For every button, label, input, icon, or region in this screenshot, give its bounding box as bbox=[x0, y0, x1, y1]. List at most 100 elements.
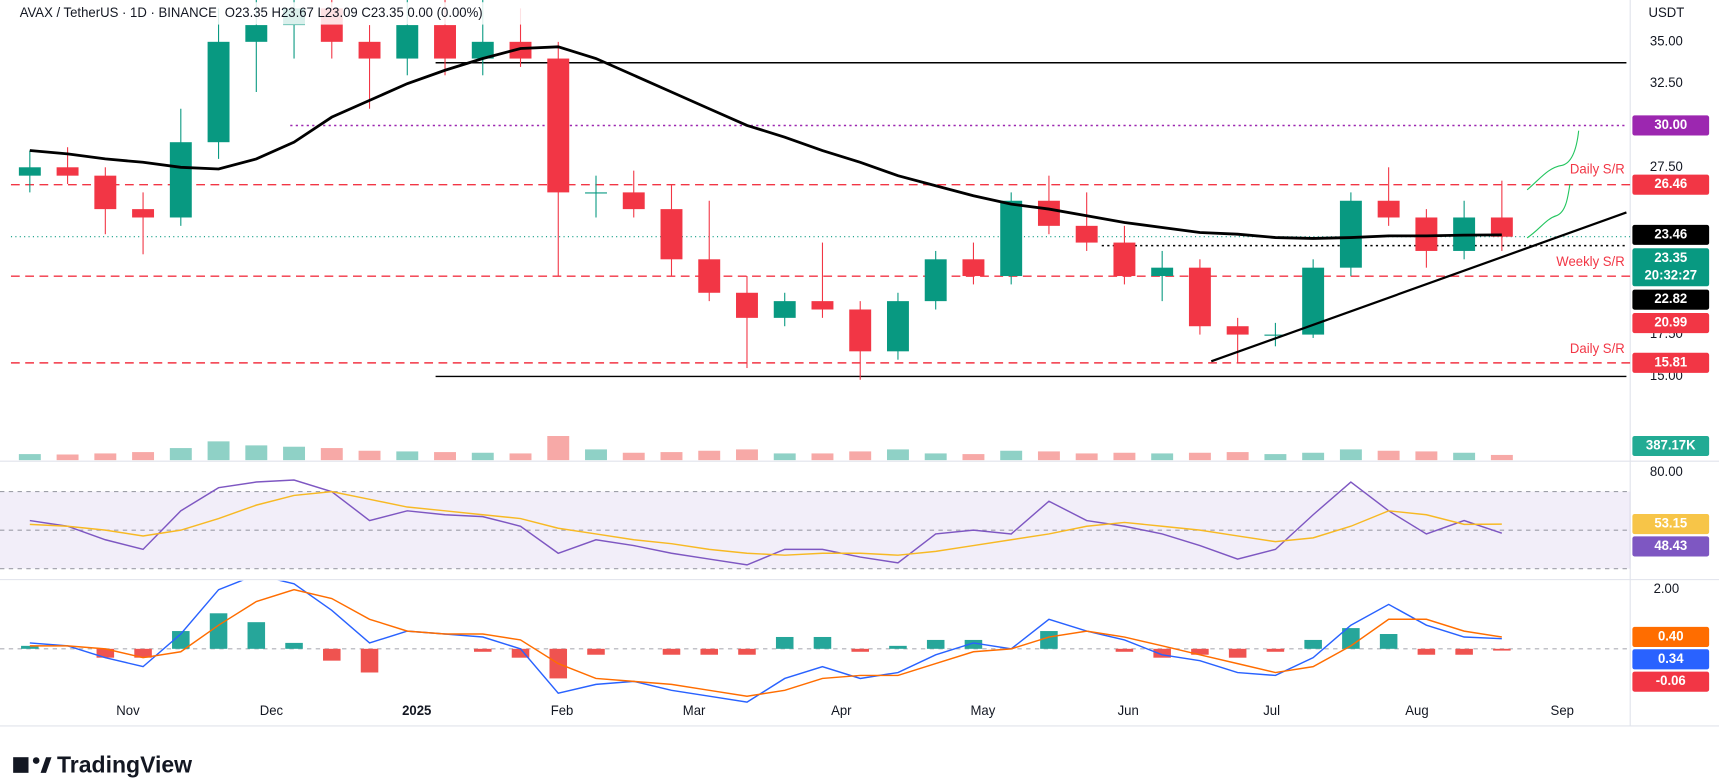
volume-bar bbox=[1302, 452, 1325, 461]
candle-body bbox=[18, 167, 41, 176]
price-badge-label: 53.15 bbox=[1654, 515, 1688, 530]
macd-histogram bbox=[1379, 634, 1398, 649]
candle-body bbox=[509, 41, 532, 59]
candle-body bbox=[245, 25, 268, 42]
macd-pane bbox=[0, 580, 1631, 703]
macd-histogram bbox=[511, 648, 530, 658]
volume-bar bbox=[1339, 449, 1362, 461]
price-badge bbox=[1632, 514, 1710, 535]
macd-histogram bbox=[473, 648, 492, 652]
volume-bar bbox=[169, 448, 192, 461]
moving-average bbox=[29, 45, 1502, 240]
candle-body bbox=[1377, 200, 1400, 218]
countdown: 20:32:27 bbox=[1644, 268, 1697, 283]
candle-body bbox=[811, 301, 834, 310]
candle-body bbox=[1226, 326, 1249, 335]
candle-body bbox=[1188, 267, 1211, 327]
projection-arrow bbox=[1526, 184, 1571, 239]
volume-bar bbox=[358, 450, 381, 461]
macd-histogram bbox=[21, 645, 39, 649]
x-tick-label: Jul bbox=[1263, 703, 1280, 718]
macd-histogram bbox=[285, 642, 303, 649]
volume-bar bbox=[736, 449, 758, 461]
volume-bar bbox=[585, 449, 607, 461]
macd-histogram bbox=[247, 622, 266, 649]
candle-body bbox=[886, 301, 909, 352]
y-tick-label: 35.00 bbox=[1650, 33, 1683, 48]
candle-body bbox=[547, 58, 570, 193]
candle-body bbox=[396, 25, 419, 59]
y-tick-label: 32.50 bbox=[1650, 75, 1683, 90]
candle-body bbox=[849, 309, 872, 352]
volume-bar bbox=[849, 451, 872, 461]
macd-histogram bbox=[926, 639, 945, 649]
candle-body bbox=[962, 259, 985, 277]
annotation: Weekly S/R bbox=[1556, 254, 1624, 269]
rsi-line bbox=[29, 479, 1503, 566]
candle-body bbox=[94, 175, 117, 210]
indicator-panes bbox=[0, 436, 1631, 570]
price-badge bbox=[1632, 115, 1710, 136]
volume-bar bbox=[886, 449, 909, 461]
price-badge bbox=[1632, 174, 1710, 195]
macd-histogram bbox=[134, 648, 152, 658]
macd-histogram bbox=[1342, 628, 1360, 649]
volume-bar bbox=[1415, 451, 1438, 461]
candle-body bbox=[471, 41, 494, 59]
price-badge-label: 48.43 bbox=[1654, 538, 1687, 553]
projection-arrow bbox=[1526, 130, 1580, 191]
x-tick-label: Nov bbox=[116, 703, 140, 718]
price-badge-label: 20.99 bbox=[1654, 315, 1687, 330]
candle-body bbox=[924, 259, 947, 302]
x-tick-label: Aug bbox=[1405, 703, 1428, 718]
candle-body bbox=[773, 301, 796, 318]
volume-bar bbox=[698, 450, 721, 461]
x-tick-label: Sep bbox=[1551, 703, 1574, 718]
volume-bar bbox=[1377, 450, 1400, 461]
price-badge bbox=[1632, 248, 1710, 287]
price-badge bbox=[1632, 224, 1710, 245]
macd-histogram bbox=[1228, 648, 1247, 658]
macd-histogram bbox=[851, 648, 869, 652]
candle-body bbox=[1000, 200, 1023, 277]
price-badge-label: 26.46 bbox=[1654, 176, 1687, 191]
price-badge-label: 30.00 bbox=[1654, 117, 1687, 132]
macd-histogram bbox=[1040, 631, 1058, 649]
volume-bar bbox=[509, 453, 532, 461]
volume-bar bbox=[283, 446, 306, 461]
volume-bar bbox=[245, 445, 268, 461]
volume-bar bbox=[811, 453, 834, 461]
annotation: Daily S/R bbox=[1570, 161, 1625, 176]
candle-body bbox=[1113, 242, 1136, 277]
volume-bar bbox=[1075, 453, 1098, 461]
macd-histogram bbox=[1266, 648, 1285, 652]
candle-body bbox=[1037, 200, 1060, 226]
x-tick-label: Feb bbox=[551, 703, 574, 718]
volume-bar bbox=[924, 453, 947, 461]
macd-histogram bbox=[172, 631, 190, 649]
volume-bar bbox=[396, 451, 419, 461]
volume-bar bbox=[320, 448, 343, 461]
candle-body bbox=[585, 192, 607, 194]
macd-histogram bbox=[700, 648, 719, 655]
y-tick-label: 2.00 bbox=[1654, 581, 1680, 596]
price-badge-label: 0.34 bbox=[1658, 651, 1684, 666]
candle-body bbox=[1264, 334, 1287, 336]
macd-histogram bbox=[323, 648, 341, 661]
x-tick-label: Jun bbox=[1118, 703, 1139, 718]
rsi-line bbox=[29, 490, 1502, 556]
macd-histogram bbox=[738, 648, 756, 655]
volume-bar bbox=[1264, 454, 1287, 461]
candle-body bbox=[1075, 225, 1098, 243]
volume-bar bbox=[56, 454, 79, 461]
candle-body bbox=[698, 259, 721, 293]
macd-histogram bbox=[1191, 648, 1209, 655]
price-badge bbox=[1632, 313, 1710, 334]
candle-body bbox=[1151, 267, 1174, 277]
candle-body bbox=[358, 41, 381, 59]
candle-body bbox=[56, 167, 79, 176]
volume-bar bbox=[1037, 451, 1060, 461]
